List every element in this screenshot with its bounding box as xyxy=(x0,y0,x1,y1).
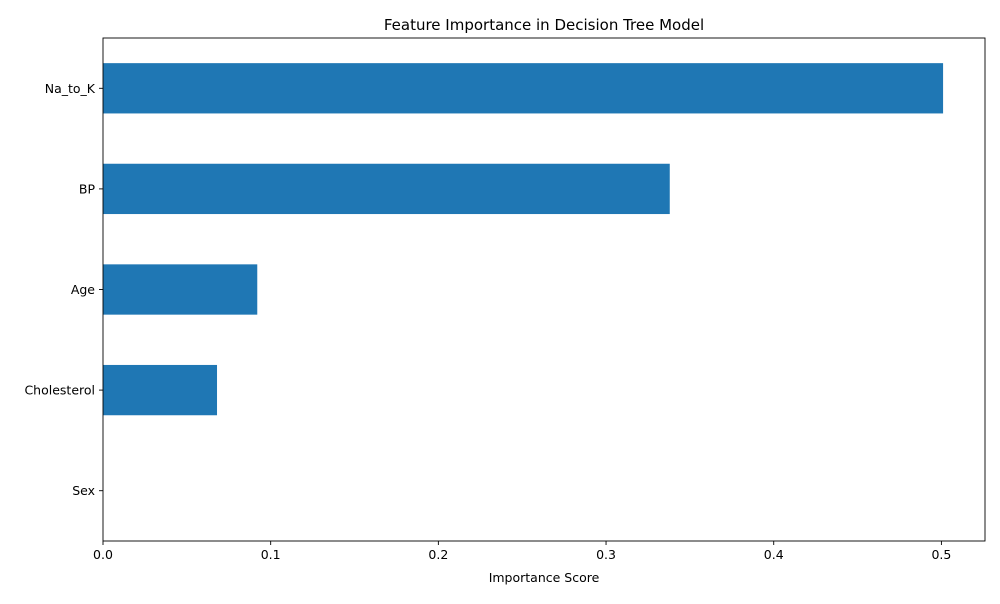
x-axis-ticks: 0.0 0.1 0.2 0.3 0.4 0.5 xyxy=(93,541,951,562)
x-tick-label: 0.4 xyxy=(764,547,784,562)
axes-frame xyxy=(102,37,986,542)
x-tick-label: 0.3 xyxy=(596,547,616,562)
x-axis-title: Importance Score xyxy=(489,570,600,585)
y-tick-label: Cholesterol xyxy=(24,383,95,398)
bar-cholesterol xyxy=(103,364,218,416)
x-tick-label: 0.2 xyxy=(428,547,448,562)
y-tick-label: Age xyxy=(71,282,95,297)
bar-bp xyxy=(103,163,670,215)
x-tick-label: 0.0 xyxy=(93,547,113,562)
y-tick-label: Na_to_K xyxy=(45,81,96,96)
bars-group xyxy=(103,63,944,416)
chart-title: Feature Importance in Decision Tree Mode… xyxy=(384,16,704,34)
x-tick-label: 0.1 xyxy=(261,547,281,562)
plot-area-border xyxy=(102,37,986,542)
x-tick-label: 0.5 xyxy=(931,547,951,562)
y-axis-ticks: Na_to_K BP Age Cholesterol Sex xyxy=(24,81,103,498)
y-tick-label: Sex xyxy=(72,483,95,498)
y-tick-label: BP xyxy=(79,181,96,196)
bar-na-to-k xyxy=(103,63,944,114)
bar-age xyxy=(103,264,258,315)
